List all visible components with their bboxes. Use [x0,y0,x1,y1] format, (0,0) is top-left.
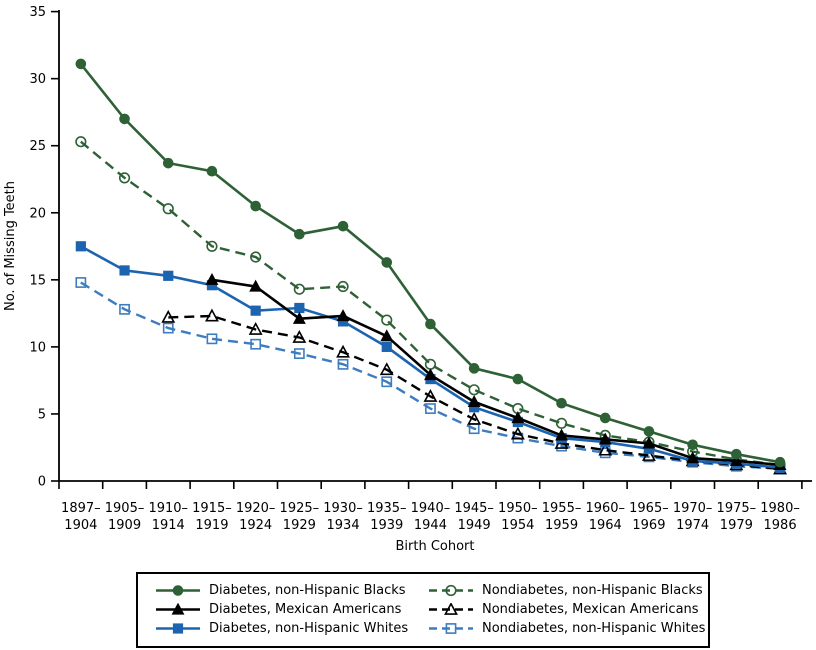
svg-text:1910–: 1910– [148,501,188,516]
svg-text:1975–: 1975– [717,501,757,516]
svg-text:1925–: 1925– [280,501,320,516]
svg-text:1940–: 1940– [411,501,451,516]
legend-label: Diabetes, non-Hispanic Blacks [209,583,406,598]
svg-text:1959: 1959 [545,518,578,533]
svg-text:20: 20 [29,206,46,221]
svg-text:1964: 1964 [589,518,622,533]
legend-sample-line [429,603,473,615]
svg-text:1897–: 1897– [61,501,101,516]
legend-label: Diabetes, non-Hispanic Whites [209,621,409,636]
series-3 [75,136,786,471]
svg-text:1969: 1969 [632,518,665,533]
legend-column-nondiabetes: Nondiabetes, non-Hispanic Blacks Nondiab… [425,574,708,646]
legend-sample-line [156,623,200,634]
svg-text:1974: 1974 [676,518,709,533]
svg-text:15: 15 [29,273,46,288]
legend-item: Nondiabetes, Mexican Americans [428,600,708,619]
svg-text:1965–: 1965– [629,501,669,516]
svg-text:1909: 1909 [108,518,141,533]
svg-text:1949: 1949 [458,518,491,533]
legend-label: Nondiabetes, Mexican Americans [482,602,699,617]
svg-text:1979: 1979 [720,518,753,533]
svg-text:5: 5 [38,407,46,422]
legend-label: Nondiabetes, non-Hispanic Blacks [482,583,703,598]
legend-sample-line [156,603,200,615]
svg-text:1904: 1904 [64,518,97,533]
svg-text:10: 10 [29,340,46,355]
axes: 0 5 10 15 20 25 30 35 [29,5,812,490]
svg-text:1919: 1919 [195,518,228,533]
legend-column-diabetes: Diabetes, non-Hispanic Blacks Diabetes, … [138,574,425,646]
svg-text:35: 35 [29,5,46,20]
svg-text:1920–: 1920– [236,501,276,516]
legend-item: Diabetes, Mexican Americans [155,600,425,619]
svg-text:1929: 1929 [283,518,316,533]
svg-text:1934: 1934 [327,518,360,533]
legend-label: Diabetes, Mexican Americans [209,602,402,617]
svg-text:1930–: 1930– [323,501,363,516]
svg-text:1924: 1924 [239,518,272,533]
svg-text:1960–: 1960– [585,501,625,516]
svg-text:25: 25 [29,139,46,154]
legend-item: Diabetes, non-Hispanic Blacks [155,581,425,600]
svg-text:1986: 1986 [764,518,797,533]
svg-text:1914: 1914 [152,518,185,533]
legend-sample-line [156,585,200,596]
x-axis-title: Birth Cohort [395,539,474,554]
svg-text:1905–: 1905– [105,501,145,516]
svg-text:1955–: 1955– [542,501,582,516]
svg-text:0: 0 [38,475,46,490]
legend-sample-line [429,584,473,597]
legend-sample-line [429,623,473,634]
chart-legend: Diabetes, non-Hispanic Blacks Diabetes, … [136,572,710,648]
svg-text:30: 30 [29,72,46,87]
svg-text:1970–: 1970– [673,501,713,516]
y-axis-title: No. of Missing Teeth [3,181,18,311]
legend-label: Nondiabetes, non-Hispanic Whites [482,621,706,636]
svg-text:1944: 1944 [414,518,447,533]
svg-text:1954: 1954 [501,518,534,533]
series-2 [75,241,786,473]
svg-text:1945–: 1945– [454,501,494,516]
svg-text:1939: 1939 [370,518,403,533]
legend-item: Diabetes, non-Hispanic Whites [155,619,425,638]
svg-text:1950–: 1950– [498,501,538,516]
series-1 [205,272,787,471]
svg-text:1980–: 1980– [760,501,800,516]
legend-item: Nondiabetes, non-Hispanic Blacks [428,581,708,600]
svg-text:1915–: 1915– [192,501,232,516]
svg-text:1935–: 1935– [367,501,407,516]
series-0 [75,58,786,468]
legend-item: Nondiabetes, non-Hispanic Whites [428,619,708,638]
x-tick-labels: 1897– 1904 1905– 1909 1910– 1914 1915– 1919 1920… [61,501,800,533]
